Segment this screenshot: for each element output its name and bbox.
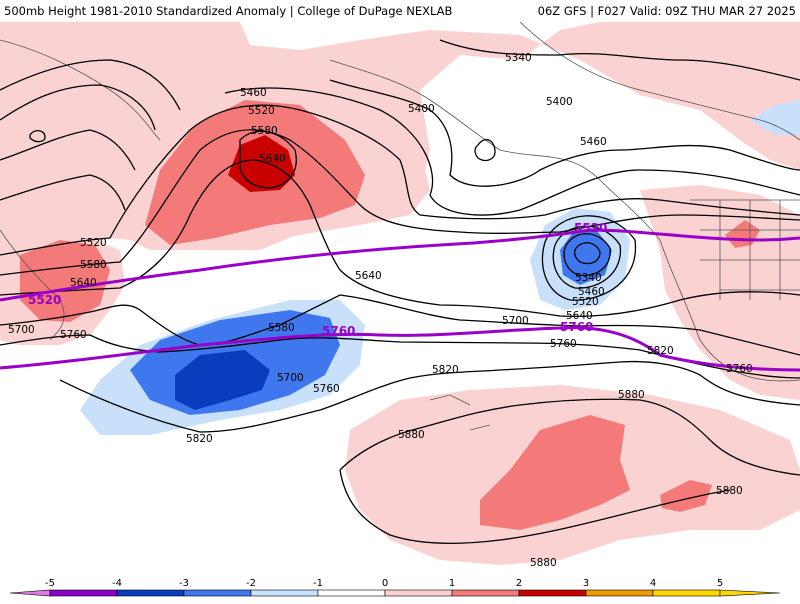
contour-label: 5700 [502,315,529,327]
contour-label: 5640 [566,310,593,322]
colorbar-tick-label: -5 [45,578,55,589]
highlight-5760-line [0,326,800,372]
anomaly-map: 5340 5400 5400 5460 5460 5520 5520 5520 … [0,21,800,576]
contour-label: 5880 [618,389,645,401]
colorbar-segment [451,589,520,597]
colorbar-segment [250,589,319,597]
contour-label: 5700 [277,372,304,384]
contour-5820 [59,360,800,433]
colorbar-max-arrow [719,589,781,597]
colorbar-segment [183,589,252,597]
colorbar-tick-label: 0 [382,578,388,589]
colorbar-tick-label: -2 [246,578,256,589]
anomaly-pos2-westpac [20,240,110,322]
colorbar-segment [518,589,587,597]
contour-label: 5700 [8,324,35,336]
colorbar-segment [317,589,386,597]
contour-low-1 [574,242,601,265]
contour-label: 5880 [530,557,557,569]
contour-west-2 [0,84,156,131]
colorbar-tick-label: 1 [449,578,455,589]
contour-high-ring [239,130,297,189]
contour-label: 5460 [580,136,607,148]
contour-label: 5760 [550,338,577,350]
highlight-label: 5520 [28,293,61,307]
highlight-label: 5760 [322,324,355,338]
contour-label: 5460 [240,87,267,99]
contour-label: 5760 [726,363,753,375]
colorbar-tick-label: -3 [179,578,189,589]
colorbar-tick-label: 2 [516,578,522,589]
contour-label: 5340 [575,272,602,284]
contour-label: 5520 [80,237,107,249]
highlight-5520-line [0,228,800,302]
contour-5460 [224,87,800,216]
contour-label: 5880 [716,485,743,497]
anomaly-neg3-mid [175,350,270,410]
contour-west-1 [0,59,181,111]
colorbar-tick-label: -1 [313,578,323,589]
contour-5400-small [474,139,496,162]
contour-label: 5520 [248,105,275,117]
anomaly-pos2-subtrop [480,415,630,530]
contour-label: 5820 [186,433,213,445]
contour-west-loop [29,130,46,143]
map-title: 500mb Height 1981-2010 Standardized Anom… [4,4,453,18]
contour-low-3 [552,225,622,289]
contour-label: 5760 [60,329,87,341]
model-run-info: 06Z GFS | F027 Valid: 09Z THU MAR 27 202… [537,4,796,18]
colorbar-segment [49,589,118,597]
contour-west-3 [0,129,136,171]
contour-label: 5400 [408,103,435,115]
contour-5340 [439,39,800,81]
contour-label: 5820 [432,364,459,376]
contour-label: 5820 [647,345,674,357]
highlight-label-group: 5520 5520 5760 5760 [28,221,607,338]
colorbar-segment [116,589,185,597]
contour-label: 5340 [505,52,532,64]
contour-label: 5880 [398,429,425,441]
colorbar-tick-label: -4 [112,578,122,589]
height-contours [0,39,800,544]
contour-low-2 [563,233,611,277]
colorbar-tick-label: 5 [717,578,723,589]
colorbar-segment [652,589,721,597]
contour-5880 [339,398,800,476]
contour-5640 [0,159,800,317]
contour-label: 5400 [546,96,573,108]
contour-5580 [0,129,800,276]
contour-low-4 [541,215,637,301]
colorbar-segment [384,589,453,597]
anomaly-pos2-east [660,480,712,512]
map-header: 500mb Height 1981-2010 Standardized Anom… [0,0,800,22]
contour-label: 5580 [251,125,278,137]
contour-label: 5520 [572,296,599,308]
anomaly-shading [0,22,800,565]
colorbar-legend: -5 -4 -3 -2 -1 0 1 2 3 4 5 [0,576,800,600]
contour-5700 [0,294,800,356]
contour-label: 5460 [578,286,605,298]
contour-5880-south [339,469,731,544]
colorbar-segment [585,589,654,597]
contour-label: 5580 [80,259,107,271]
highlight-label: 5520 [574,221,607,235]
highlight-contours [0,228,800,372]
colorbar-min-arrow [9,589,51,597]
contour-west-4 [0,174,126,211]
contour-label: 5640 [70,277,97,289]
contour-5760 [0,334,800,379]
anomaly-neg1-northeast [750,100,800,135]
contour-5520 [0,104,800,256]
contour-label: 5760 [313,383,340,395]
contour-label-group: 5340 5400 5400 5460 5460 5520 5520 5520 … [8,52,753,569]
highlight-label: 5760 [560,320,593,334]
contour-label: 5640 [355,270,382,282]
contour-label: 5640 [259,153,286,165]
colorbar-tick-label: 3 [583,578,589,589]
contour-label: 5580 [268,322,295,334]
colorbar-tick-label: 4 [650,578,656,589]
contour-5400 [329,79,800,187]
